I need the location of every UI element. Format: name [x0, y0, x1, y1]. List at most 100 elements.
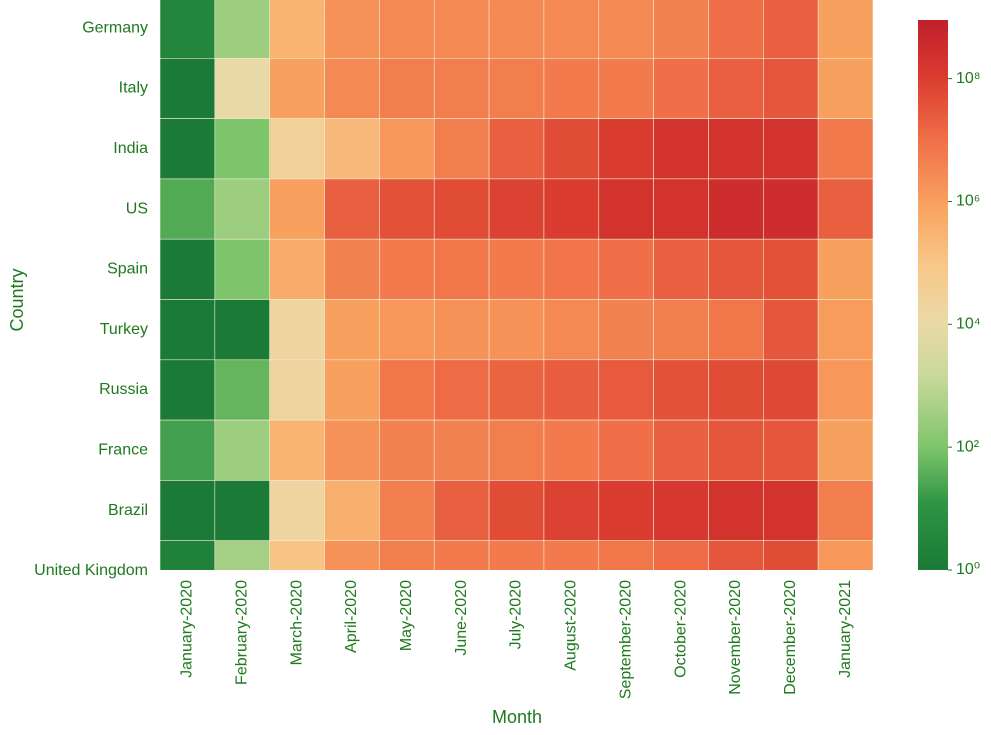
heatmap-cell	[379, 419, 435, 481]
heatmap-cell	[653, 419, 709, 481]
heatmap-cell	[379, 480, 435, 541]
heatmap-cell	[653, 480, 709, 541]
y-tick-label: India	[113, 140, 148, 157]
heatmap-cell	[269, 57, 325, 119]
heatmap-cell	[708, 540, 764, 570]
heatmap-cell	[488, 419, 545, 481]
heatmap-cell	[433, 0, 490, 59]
x-tick-label: January-2021	[837, 580, 854, 678]
heatmap	[160, 0, 873, 570]
heatmap-cell	[763, 540, 819, 570]
heatmap-cell	[708, 299, 764, 361]
heatmap-cell	[160, 57, 216, 119]
heatmap-cell	[488, 238, 545, 300]
x-tick-label: August-2020	[563, 580, 580, 671]
heatmap-cell	[543, 118, 600, 180]
y-tick-label: France	[98, 441, 148, 458]
heatmap-cell	[214, 57, 270, 119]
heatmap-cell	[214, 480, 270, 541]
heatmap-cell	[708, 178, 764, 240]
heatmap-cell	[708, 0, 764, 59]
heatmap-cell	[763, 178, 819, 240]
x-tick-label: April-2020	[343, 580, 360, 653]
y-tick-label: United Kingdom	[34, 562, 148, 579]
heatmap-cell	[160, 480, 216, 541]
heatmap-cell	[488, 0, 545, 59]
heatmap-cell	[708, 480, 764, 541]
x-tick-label: February-2020	[233, 580, 250, 685]
heatmap-cell	[269, 540, 325, 570]
heatmap-cell	[653, 178, 709, 240]
y-tick-label: Turkey	[100, 321, 148, 338]
heatmap-cell	[433, 178, 490, 240]
heatmap-cell	[269, 178, 325, 240]
heatmap-cell	[817, 118, 873, 180]
heatmap-cell	[269, 299, 325, 361]
heatmap-cell	[543, 299, 600, 361]
heatmap-cell	[708, 359, 764, 421]
heatmap-cell	[160, 540, 216, 570]
heatmap-cell	[817, 299, 873, 361]
heatmap-cell	[214, 238, 270, 300]
heatmap-cell	[488, 480, 545, 541]
heatmap-cell	[763, 238, 819, 300]
heatmap-cell	[324, 540, 380, 570]
heatmap-cell	[708, 57, 764, 119]
heatmap-cell	[379, 238, 435, 300]
colorbar-tick-label: 10⁰	[956, 561, 980, 578]
heatmap-cell	[763, 57, 819, 119]
x-tick-label: September-2020	[617, 580, 634, 699]
x-tick-label: June-2020	[453, 580, 470, 656]
heatmap-cell	[708, 118, 764, 180]
heatmap-cell	[324, 359, 380, 421]
heatmap-cell	[817, 178, 873, 240]
x-tick-label: December-2020	[782, 580, 799, 695]
y-tick-label: Germany	[82, 19, 148, 36]
heatmap-cell	[543, 57, 600, 119]
heatmap-cell	[763, 359, 819, 421]
heatmap-cell	[214, 359, 270, 421]
heatmap-cell	[379, 359, 435, 421]
x-tick-label: May-2020	[398, 580, 415, 651]
y-tick-label: Italy	[119, 80, 148, 97]
heatmap-cell	[269, 419, 325, 481]
heatmap-cell	[160, 118, 216, 180]
heatmap-cell	[488, 359, 545, 421]
heatmap-cell	[543, 540, 600, 570]
heatmap-cell	[763, 480, 819, 541]
heatmap-cell	[433, 480, 490, 541]
heatmap-cell	[433, 540, 490, 570]
x-tick-label: January-2020	[179, 580, 196, 678]
y-tick-label: Spain	[107, 261, 148, 278]
heatmap-cell	[543, 0, 600, 59]
heatmap-cell	[598, 0, 654, 59]
x-tick-label: March-2020	[288, 580, 305, 665]
heatmap-cell	[379, 118, 435, 180]
heatmap-cell	[160, 299, 216, 361]
heatmap-cell	[214, 178, 270, 240]
heatmap-cell	[488, 178, 545, 240]
heatmap-cell	[160, 238, 216, 300]
heatmap-cell	[708, 238, 764, 300]
heatmap-cell	[433, 359, 490, 421]
heatmap-cell	[653, 299, 709, 361]
heatmap-cell	[269, 480, 325, 541]
heatmap-cell	[433, 238, 490, 300]
colorbar-tick-label: 10²	[956, 438, 980, 455]
heatmap-cell	[817, 57, 873, 119]
heatmap-cell	[433, 419, 490, 481]
heatmap-cell	[324, 178, 380, 240]
heatmap-cell	[708, 419, 764, 481]
heatmap-cell	[598, 359, 654, 421]
heatmap-cell	[653, 238, 709, 300]
heatmap-cell	[653, 540, 709, 570]
heatmap-cell	[269, 359, 325, 421]
heatmap-cell	[653, 0, 709, 59]
heatmap-cell	[543, 178, 600, 240]
heatmap-cell	[543, 238, 600, 300]
heatmap-cell	[214, 118, 270, 180]
heatmap-cell	[653, 359, 709, 421]
heatmap-cell	[324, 419, 380, 481]
heatmap-cell	[214, 299, 270, 361]
heatmap-cell	[763, 0, 819, 59]
